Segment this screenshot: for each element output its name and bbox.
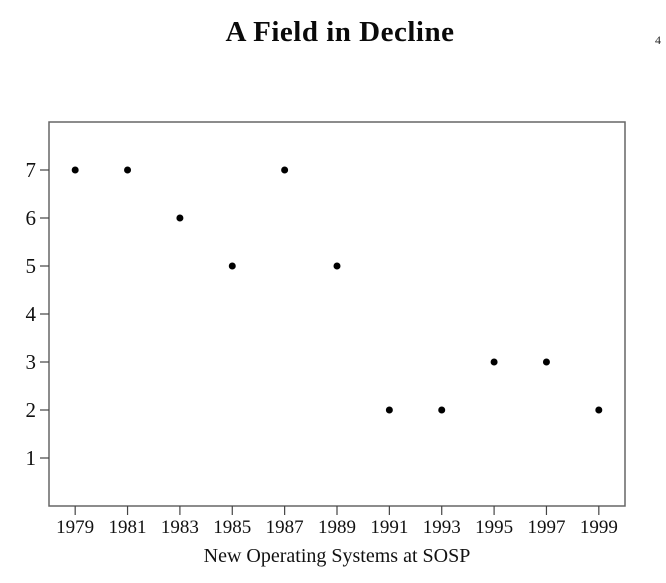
data-point [71,166,79,174]
chart-title: A Field in Decline [225,16,455,48]
y-tick-label: 7 [26,158,37,182]
y-tick-label: 6 [26,206,37,230]
data-point [438,406,446,414]
data-point [124,166,132,174]
x-axis-label: New Operating Systems at SOSP [203,545,471,567]
x-tick-label: 1983 [161,517,199,538]
data-point [595,406,603,414]
x-tick-label: 1989 [318,517,356,538]
x-tick-label: 1979 [56,517,94,538]
x-tick-label: 1981 [109,517,147,538]
data-point [490,358,498,366]
x-tick-label: 1991 [370,517,408,538]
x-tick-label: 1997 [527,517,565,538]
x-tick-label: 1995 [475,517,513,538]
y-tick-label: 5 [26,254,37,278]
x-tick-label: 1993 [423,517,461,538]
data-point [542,358,550,366]
y-tick-label: 3 [26,350,37,374]
data-point [333,262,341,270]
plot-border [48,121,626,507]
y-tick-label: 1 [26,446,37,470]
data-point [176,214,184,222]
data-point [385,406,393,414]
x-tick-label: 1987 [266,517,304,538]
x-tick-label: 1985 [213,517,251,538]
page-number: 4 [655,33,661,47]
y-tick-label: 2 [26,398,37,422]
data-point [228,262,236,270]
data-point [281,166,289,174]
y-tick-label: 4 [26,302,37,326]
x-tick-label: 1999 [580,517,618,538]
